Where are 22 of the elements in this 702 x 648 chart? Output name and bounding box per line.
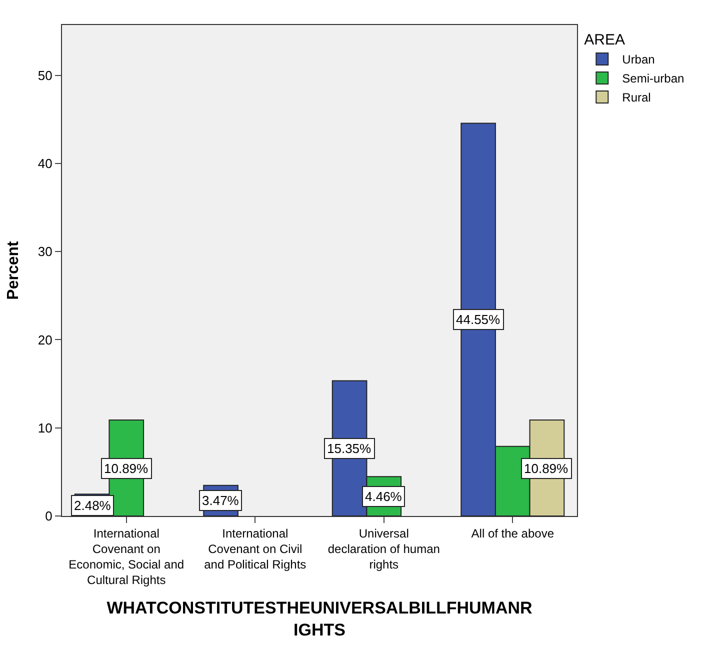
x-axis-title: WHATCONSTITUTESTHEUNIVERSALBILLFHUMANRIGHTS <box>106 598 532 640</box>
y-tick-label: 50 <box>38 68 52 83</box>
data-label: 4.46% <box>365 489 402 504</box>
legend-label: Urban <box>622 52 655 67</box>
x-tick-label: International Covenant on Economic, Social and Cultural Rights <box>68 526 184 588</box>
legend-label: Semi-urban <box>622 72 684 86</box>
data-label: 10.89% <box>104 461 149 476</box>
legend-title: AREA <box>584 32 626 48</box>
data-label: 3.47% <box>202 493 240 508</box>
x-tick-label: International Covenant on Civil and Political Rights <box>204 526 306 572</box>
x-tick-label: Universal declaration of human rights <box>328 526 440 572</box>
data-label: 15.35% <box>327 441 372 456</box>
legend-label: Rural <box>622 90 651 105</box>
y-tick-label: 40 <box>38 156 52 171</box>
y-tick-label: 20 <box>38 332 52 348</box>
data-label: 10.89% <box>524 461 569 476</box>
y-tick-label: 0 <box>45 508 52 524</box>
y-axis-title: Percent <box>4 240 22 300</box>
data-label: 44.55% <box>456 312 501 327</box>
y-tick-label: 10 <box>38 420 52 436</box>
x-tick-label: All of the above <box>471 526 554 540</box>
y-tick-label: 30 <box>38 244 52 260</box>
